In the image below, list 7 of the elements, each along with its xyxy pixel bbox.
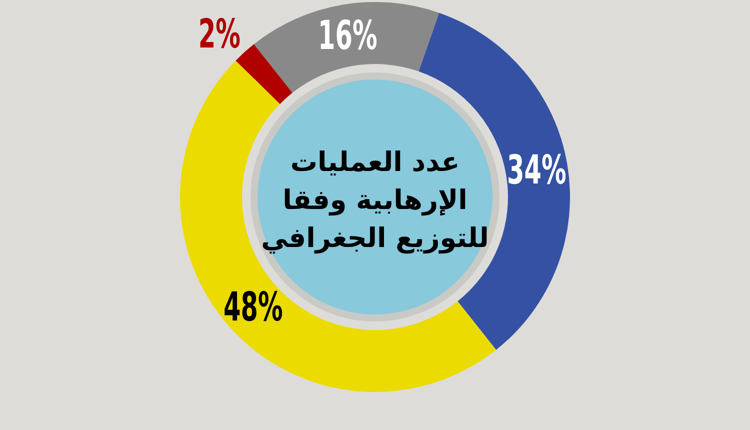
donut-slice — [180, 60, 496, 392]
data-label: 2% — [198, 10, 241, 58]
donut-slice — [254, 2, 440, 93]
text: عدد العمليات الإرهابية وفقا للتوزيع الجغرافي — [260, 146, 490, 256]
data-label: 16% — [318, 12, 378, 59]
data-label: 48% — [223, 283, 283, 330]
data-label: 34% — [507, 146, 566, 194]
